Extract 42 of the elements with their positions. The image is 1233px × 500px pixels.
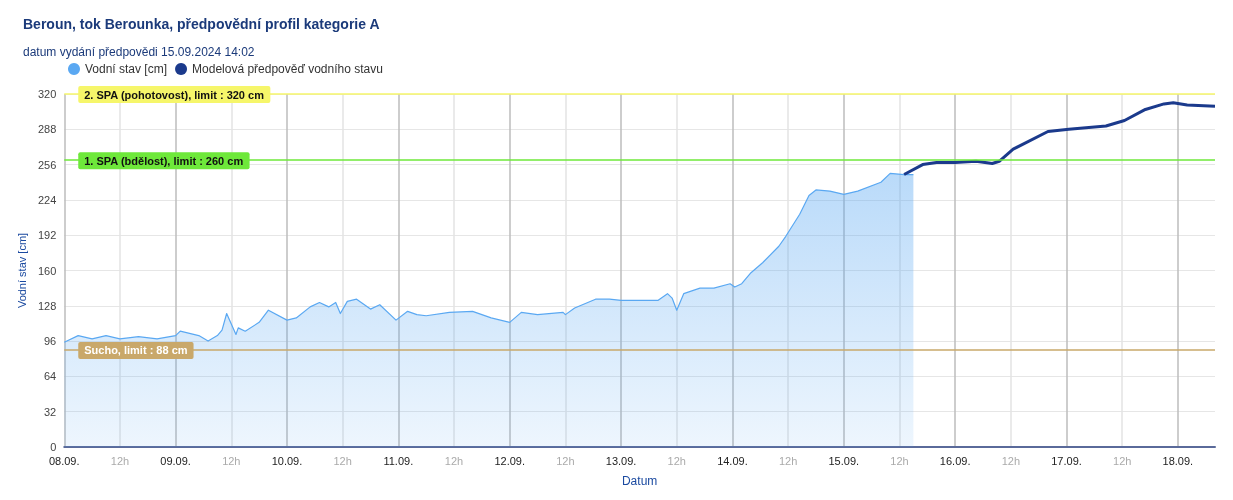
x-tick-label: 10.09. [271, 454, 303, 467]
ref-line-label: 1. SPA (bdělost), limit : 260 cm [84, 154, 244, 167]
x-tick-label: 12h [556, 454, 575, 467]
x-tick-label: 12h [778, 454, 798, 467]
chart-subtitle: datum vydání předpovědi 15.09.2024 14:02 [23, 45, 255, 59]
x-tick-label: 12h [1113, 454, 1132, 467]
x-tick-label: 11.09. [383, 454, 414, 467]
y-tick-label: 256 [37, 158, 57, 171]
x-tick-label: 09.09. [160, 454, 191, 467]
x-tick-label: 13.09. [605, 454, 637, 467]
y-tick-label: 320 [37, 88, 57, 100]
x-tick-label: 12h [110, 454, 130, 467]
x-tick-label: 16.09. [939, 454, 971, 467]
x-tick-label: 15.09. [828, 454, 860, 467]
line-series [902, 101, 1217, 177]
y-tick-label: 224 [37, 193, 57, 206]
x-tick-label: 12.09. [494, 454, 525, 467]
y-tick-label: 192 [37, 229, 57, 242]
y-tick-label: 96 [44, 335, 57, 348]
x-tick-label: 12h [890, 454, 909, 467]
x-tick-label: 12h [444, 454, 464, 467]
x-tick-label: 12h [333, 454, 352, 467]
x-tick-label: 14.09. [717, 454, 748, 467]
y-tick-label: 160 [37, 264, 57, 277]
x-tick-label: 18.09. [1162, 454, 1194, 467]
y-tick-label: 64 [44, 370, 57, 383]
x-tick-label: 17.09. [1051, 454, 1082, 467]
y-tick-label: 288 [37, 123, 57, 136]
legend-label: Modelová předpověď vodního stavu [192, 62, 383, 76]
x-tick-label: 12h [222, 454, 241, 467]
x-tick-label: 12h [667, 454, 686, 467]
y-tick-label: 0 [50, 441, 57, 453]
y-tick-label: 32 [44, 405, 57, 418]
x-axis-title: Datum [621, 474, 658, 488]
legend-label: Vodní stav [cm] [85, 62, 168, 76]
y-axis-title: Vodní stav [cm] [15, 232, 28, 309]
chart-title: Beroun, tok Berounka, předpovědní profil kategorie A [23, 16, 380, 32]
ref-line-label: Sucho, limit : 88 cm [84, 344, 188, 357]
x-tick-label: 12h [1001, 454, 1021, 467]
ref-line-label: 2. SPA (pohotovost), limit : 320 cm [84, 88, 265, 101]
x-tick-label: 08.09. [48, 454, 80, 467]
y-tick-label: 128 [37, 299, 57, 312]
